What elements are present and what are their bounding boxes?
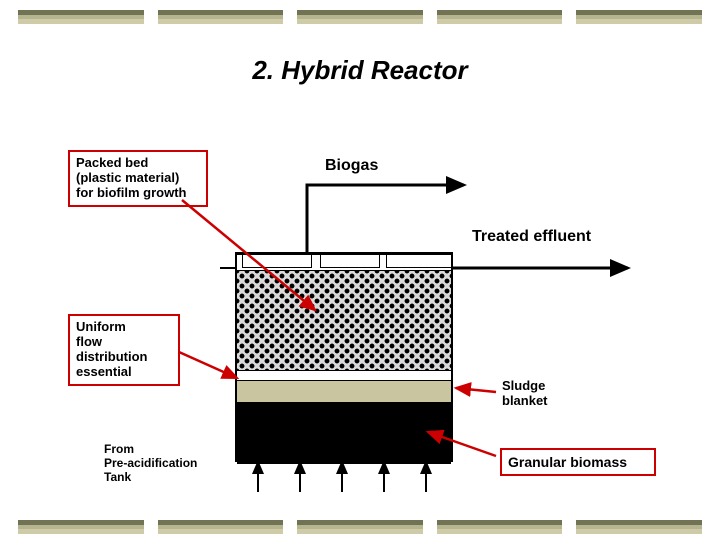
label-line: (plastic material) xyxy=(76,171,200,186)
page-title: 2. Hybrid Reactor xyxy=(0,55,720,86)
label-sludge-blanket: Sludge blanket xyxy=(502,378,548,408)
label-treated-effluent: Treated effluent xyxy=(472,228,591,246)
label-granular-biomass: Granular biomass xyxy=(500,448,656,476)
label-from-tank: From Pre-acidification Tank xyxy=(104,442,197,484)
gas-cap xyxy=(242,254,312,268)
reactor-section-packed-bed xyxy=(237,270,451,370)
gas-cap xyxy=(386,254,452,268)
label-line: Pre-acidification xyxy=(104,456,197,470)
reactor-section-sludge-blanket xyxy=(237,380,451,402)
label-line: Uniform xyxy=(76,320,172,335)
label-line: for biofilm growth xyxy=(76,186,200,201)
label-line: Sludge xyxy=(502,378,548,393)
label-line: distribution xyxy=(76,350,172,365)
label-line: flow xyxy=(76,335,172,350)
label-line: From xyxy=(104,442,197,456)
label-line: Packed bed xyxy=(76,156,200,171)
label-line: Tank xyxy=(104,470,197,484)
label-packed-bed: Packed bed (plastic material) for biofil… xyxy=(68,150,208,207)
label-uniform-flow: Uniform flow distribution essential xyxy=(68,314,180,386)
bottom-decorative-bars xyxy=(0,520,720,534)
reactor-section-granular-biomass xyxy=(237,402,451,464)
top-decorative-bars xyxy=(0,10,720,24)
reactor-section-gap xyxy=(237,370,451,380)
label-line: blanket xyxy=(502,393,548,408)
reactor-vessel xyxy=(235,252,453,462)
gas-cap xyxy=(320,254,380,268)
label-line: essential xyxy=(76,365,172,380)
label-biogas: Biogas xyxy=(325,157,378,175)
